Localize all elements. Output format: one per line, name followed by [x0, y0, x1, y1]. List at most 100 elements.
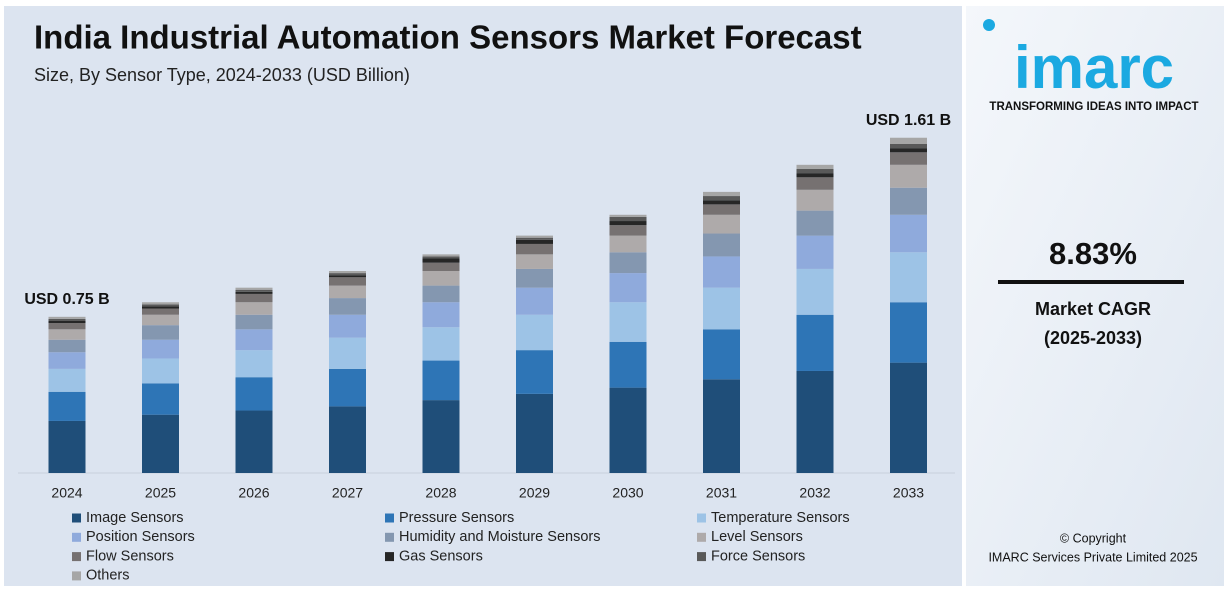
x-tick-label: 2032 — [799, 485, 830, 501]
bar-segment — [609, 387, 647, 473]
bar-segment — [890, 187, 927, 215]
bar-segment — [142, 306, 179, 309]
bar-segment — [609, 252, 647, 274]
bar-segment — [48, 329, 86, 340]
bar-segment — [329, 368, 366, 407]
bar-segment — [609, 302, 647, 342]
legend-swatch — [72, 532, 81, 542]
bar-segment — [329, 337, 366, 369]
bar-segment — [516, 254, 553, 269]
bar-segment — [609, 341, 647, 388]
legend-swatch — [385, 532, 394, 542]
bar-segment — [235, 410, 273, 473]
cagr-label: Market CAGR — [1035, 299, 1151, 319]
bar-segment — [235, 302, 273, 315]
bar-segment — [142, 304, 179, 307]
bar-segment — [422, 302, 460, 328]
bar-segment — [796, 268, 834, 315]
x-tick-label: 2024 — [51, 485, 82, 501]
x-tick-label: 2027 — [332, 485, 363, 501]
bar-segment — [703, 379, 740, 473]
logo-dot — [983, 19, 995, 31]
bar-segment — [516, 237, 553, 240]
legend-label: Image Sensors — [86, 510, 184, 526]
x-tick-label: 2025 — [145, 485, 176, 501]
chart-title: India Industrial Automation Sensors Mark… — [34, 19, 862, 56]
legend-label: Flow Sensors — [86, 548, 174, 564]
legend-label: Temperature Sensors — [711, 510, 850, 526]
bar-segment — [703, 256, 740, 288]
bar-segment — [422, 360, 460, 401]
tagline: TRANSFORMING IDEAS INTO IMPACT — [989, 101, 1198, 113]
bar-segment — [796, 177, 834, 190]
bar-segment — [796, 168, 834, 174]
legend-swatch — [385, 513, 394, 523]
bar-segment — [422, 256, 460, 259]
bar-segment — [516, 314, 553, 351]
bar-segment — [48, 339, 86, 353]
bar-segment — [796, 210, 834, 236]
bar-segment — [890, 137, 927, 144]
bar-segment — [422, 285, 460, 303]
bar-segment — [703, 214, 740, 234]
bar-segment — [609, 235, 647, 253]
bar-segment — [703, 204, 740, 215]
bar-segment — [703, 287, 740, 330]
copyright: © Copyright — [1060, 531, 1127, 545]
bar-segment — [516, 393, 553, 473]
bar-segment — [890, 143, 927, 149]
bar-segment — [796, 370, 834, 473]
legend-label: Gas Sensors — [399, 548, 483, 564]
bar-segment — [235, 291, 273, 294]
bar-segment — [142, 325, 179, 340]
bar-segment — [48, 352, 86, 369]
bar-segment — [796, 235, 834, 269]
bar-segment — [890, 362, 927, 473]
x-tick-label: 2030 — [612, 485, 643, 501]
bar-segment — [609, 225, 647, 236]
bar-segment — [329, 271, 366, 274]
bar-segment — [890, 302, 927, 363]
bar-segment — [422, 262, 460, 272]
cagr-period: (2025-2033) — [1044, 328, 1142, 348]
bar-segment — [516, 287, 553, 315]
bar-segment — [142, 358, 179, 384]
bar-segment — [48, 420, 86, 473]
cagr-value: 8.83% — [1049, 236, 1137, 271]
bar-segment — [48, 318, 86, 321]
bar-segment — [703, 196, 740, 201]
legend-label: Position Sensors — [86, 529, 195, 545]
legend-swatch — [72, 571, 81, 581]
bar-segment — [142, 339, 179, 359]
total-label: USD 0.75 B — [24, 291, 109, 308]
bar-segment — [329, 275, 366, 278]
bar-segment — [235, 329, 273, 351]
bar-segment — [422, 258, 460, 263]
bar-segment — [516, 350, 553, 394]
bar-segment — [48, 323, 86, 330]
bar-segment — [329, 314, 366, 338]
bar-segment — [703, 191, 740, 197]
bar-segment — [609, 214, 647, 217]
x-tick-label: 2028 — [425, 485, 456, 501]
bar-segment — [329, 285, 366, 299]
bar-segment — [609, 216, 647, 222]
bar-segment — [142, 314, 179, 326]
bar-segment — [142, 308, 179, 315]
bar-segment — [796, 189, 834, 211]
legend-swatch — [385, 552, 394, 562]
bar-segment — [329, 406, 366, 473]
bar-segment — [48, 316, 86, 319]
legend-swatch — [697, 552, 706, 562]
legend-label: Others — [86, 568, 130, 584]
bar-segment — [235, 287, 273, 290]
legend-label: Pressure Sensors — [399, 510, 514, 526]
bar-segment — [703, 329, 740, 380]
bar-segment — [703, 200, 740, 205]
bar-segment — [796, 314, 834, 371]
legend-swatch — [697, 532, 706, 542]
logo: imarc — [1014, 34, 1174, 101]
bar-segment — [142, 383, 179, 415]
chart-subtitle: Size, By Sensor Type, 2024-2033 (USD Bil… — [34, 65, 410, 85]
